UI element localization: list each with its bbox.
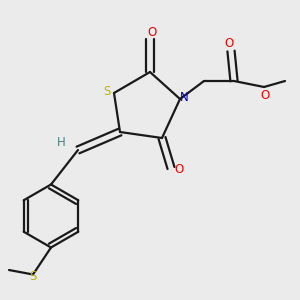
Text: O: O [225, 37, 234, 50]
Text: O: O [261, 89, 270, 102]
Text: O: O [174, 163, 183, 176]
Text: N: N [180, 91, 189, 104]
Text: S: S [103, 85, 110, 98]
Text: H: H [57, 136, 66, 149]
Text: S: S [29, 269, 37, 283]
Text: O: O [147, 26, 156, 40]
